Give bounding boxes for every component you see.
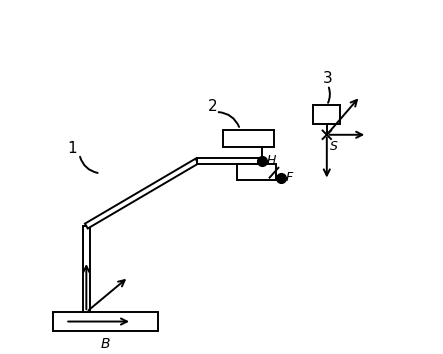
Bar (197, 158, 264, 164)
Bar (85, 159, 198, 228)
Bar (53, 312, 158, 331)
Text: 1: 1 (67, 141, 77, 156)
Text: 3: 3 (323, 71, 333, 86)
Text: S: S (330, 139, 338, 153)
Text: B: B (101, 337, 110, 351)
Text: F: F (285, 171, 293, 184)
Bar (237, 164, 276, 181)
Bar (223, 130, 274, 147)
Text: 2: 2 (208, 99, 218, 114)
Bar (83, 226, 90, 312)
Text: H: H (266, 154, 276, 167)
Bar (314, 105, 340, 124)
